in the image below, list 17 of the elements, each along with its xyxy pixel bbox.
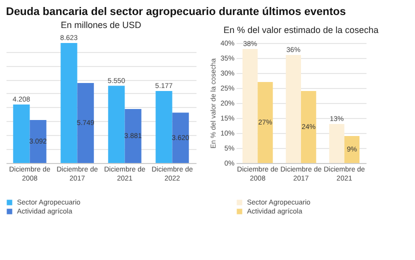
bar [60, 43, 78, 163]
bar [172, 112, 189, 163]
bar [108, 86, 125, 163]
bar [124, 108, 142, 163]
chart-subtitle: En % del valor estimado de la cosecha [223, 25, 379, 35]
bar [77, 82, 94, 163]
bar [30, 120, 46, 163]
bar [329, 124, 344, 163]
bar [344, 136, 360, 163]
bar [242, 49, 258, 163]
bar [13, 104, 30, 163]
chart-subtitle: En millones de USD [60, 20, 142, 30]
bar [258, 82, 273, 163]
chart-title: Deuda bancaria del sector agropecuario durante últimos eventos [6, 6, 346, 18]
bar [286, 55, 301, 163]
bar [156, 90, 172, 163]
bar [301, 91, 316, 163]
